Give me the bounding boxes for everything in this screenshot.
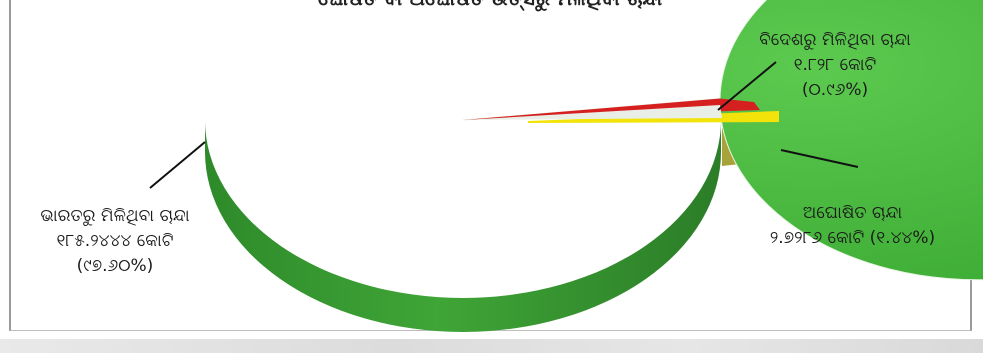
data-label-anonymous: ଅଘୋଷିତ ଚାନ୍ଦା ୨.୭୨୮୬ କୋଟି (୧.୪୪%) bbox=[745, 201, 960, 251]
data-label-india-amount: ୧୮୫.୨୪୪୪ କୋଟି bbox=[56, 231, 174, 251]
leader-line-india bbox=[149, 141, 206, 189]
chart-title: ଘୋଷିତ ବା ଅଘୋଷିତ ଉତ୍ସରୁ ମିଳିଥିବା ଚାନ୍ଦା bbox=[190, 0, 790, 10]
data-label-foreign-name: ବିଦେଶରୁ ମିଳିଥିବା ଚାନ୍ଦା bbox=[759, 30, 911, 50]
data-label-anonymous-name: ଅଘୋଷିତ ଚାନ୍ଦା bbox=[802, 203, 903, 223]
bottom-strip bbox=[0, 339, 983, 353]
leader-line-foreign bbox=[717, 61, 777, 111]
data-label-india: ଭାରତରୁ ମିଳିଥିବା ଚାନ୍ଦା ୧୮୫.୨୪୪୪ କୋଟି (୯୭… bbox=[30, 204, 200, 279]
data-label-foreign-amount: ୧.୮୨୮ କୋଟି bbox=[793, 55, 877, 75]
data-label-india-percent: (୯୭.୬୦%) bbox=[76, 256, 154, 276]
data-label-india-name: ଭାରତରୁ ମିଳିଥିବା ଚାନ୍ଦା bbox=[40, 206, 190, 226]
pie-slice-foreign bbox=[463, 98, 760, 120]
pie-center-gap bbox=[463, 105, 722, 120]
leader-line-anonymous bbox=[780, 149, 859, 168]
data-label-foreign-percent: (୦.୯୬%) bbox=[801, 80, 869, 100]
data-label-anonymous-amount: ୨.୭୨୮୬ କୋଟି (୧.୪୪%) bbox=[769, 228, 936, 248]
data-label-foreign: ବିଦେଶରୁ ମିଳିଥିବା ଚାନ୍ଦା ୧.୮୨୮ କୋଟି (୦.୯୬… bbox=[735, 28, 935, 103]
pie-slice-india bbox=[462, 0, 983, 281]
pie-slice-india-side bbox=[205, 120, 721, 332]
